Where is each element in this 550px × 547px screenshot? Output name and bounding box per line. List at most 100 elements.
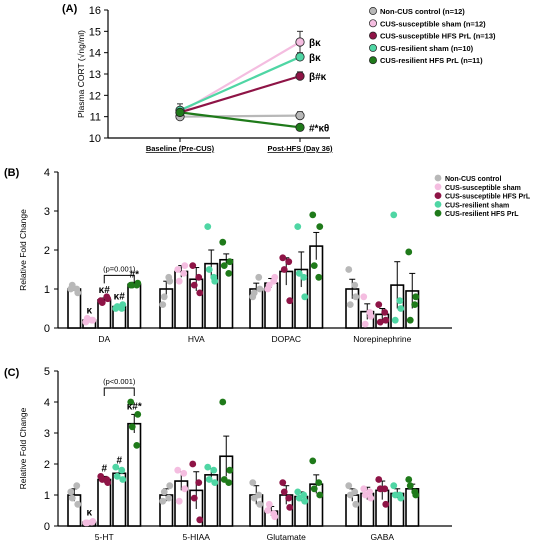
panel-c-x-tick-label: GABA <box>370 532 394 542</box>
panel-c-x-tick-label: 5-HT <box>95 532 114 542</box>
panel-c-data-point <box>316 491 324 499</box>
panel-a-y-tick-label: 12 <box>89 90 101 102</box>
panel-b-legend-entry: CUS-susceptible sham <box>445 185 521 192</box>
panel-c-data-point <box>210 466 218 474</box>
panel-b-data-point <box>279 254 287 262</box>
panel-c-data-point <box>294 488 302 496</box>
panel-b-significance-label: κ# <box>99 285 111 296</box>
panel-b-legend-entry: CUS-resilient HFS PrL <box>445 211 519 218</box>
panel-a-label: (A) <box>62 3 78 15</box>
panel-b-data-point <box>160 293 168 301</box>
panel-b-data-point <box>412 293 420 301</box>
panel-b-significance-label: κ# <box>114 292 126 303</box>
panel-a-line-chart: (A) 10 11 12 13 14 15 16 Plasma CORT (√ng/ml) Ba… <box>62 3 496 153</box>
panel-b-data-point <box>174 266 182 273</box>
panel-b-y-axis-label: Relative Fold Change <box>18 209 28 291</box>
panel-b-data-point <box>195 273 203 281</box>
panel-b-x-tick-label: HVA <box>188 334 205 344</box>
panel-b-legend-marker <box>434 192 442 200</box>
panel-c-data-point <box>127 398 135 406</box>
panel-a-x-tick-label: Baseline (Pre-CUS) <box>146 144 215 153</box>
panel-b-data-point <box>73 285 81 293</box>
panel-b-data-point <box>196 289 204 297</box>
panel-c-data-point <box>309 457 317 465</box>
panel-b-data-point <box>88 316 96 324</box>
panel-b-data-point <box>310 262 318 269</box>
panel-b-data-point <box>351 281 359 289</box>
panel-b-legend-entry: Non-CUS control <box>445 176 501 183</box>
panel-c-data-point <box>68 494 76 502</box>
panel-c-data-point <box>366 488 374 496</box>
panel-c-data-point <box>301 497 309 505</box>
panel-c-data-point <box>204 463 212 471</box>
panel-c-data-point <box>181 485 189 493</box>
panel-b-bar <box>127 283 142 329</box>
panel-a-y-tick-label: 13 <box>89 69 101 81</box>
panel-c-significance-label: κ <box>86 508 92 519</box>
panel-c-significance-label: # <box>101 463 107 474</box>
panel-c-data-point <box>165 494 173 502</box>
panel-b-data-point <box>285 258 293 266</box>
panel-c-data-point <box>180 469 188 477</box>
panel-c-data-point <box>128 423 136 431</box>
panel-b-y-tick-label: 1 <box>44 284 50 296</box>
panel-a-series-line <box>179 55 301 112</box>
panel-a-x-tick-label: Post-HFS (Day 36) <box>267 144 333 153</box>
panel-c-data-point <box>119 476 127 483</box>
panel-c-data-point <box>196 516 204 524</box>
panel-b-data-point <box>361 320 369 328</box>
panel-b-data-point <box>256 285 264 293</box>
panel-c-bar-chart: (C) 0 1 2 3 4 5 Relative Fold Change 5-HT κ # # κ#*… <box>4 366 452 542</box>
panel-b-data-point <box>180 270 188 277</box>
panel-b-data-point <box>190 281 198 289</box>
panel-c-data-point <box>133 442 141 449</box>
panel-c-data-point <box>406 482 414 490</box>
panel-c-y-tick-label: 1 <box>44 490 50 502</box>
panel-b-data-point <box>315 273 323 281</box>
panel-c-y-tick-label: 5 <box>44 366 50 378</box>
panel-c-data-point <box>375 476 383 483</box>
panel-b-data-point <box>189 262 197 269</box>
panel-a-series-line <box>179 111 301 129</box>
panel-b-data-point <box>376 318 384 326</box>
panel-a-y-tick-label: 15 <box>89 26 101 38</box>
panel-b-data-point <box>280 266 288 273</box>
panel-b-data-point <box>382 316 390 324</box>
panel-b-data-point <box>397 305 405 312</box>
panel-c-data-point <box>189 460 197 468</box>
panel-b-data-point <box>345 266 353 273</box>
panel-c-data-point <box>382 500 390 508</box>
panel-b-x-tick-label: Norepinephrine <box>353 334 411 344</box>
panel-c-data-point <box>352 500 360 508</box>
panel-c-data-point <box>226 466 234 474</box>
panel-b-data-point <box>390 211 398 219</box>
panel-b-data-point <box>118 305 126 312</box>
panel-b-legend-marker <box>434 183 442 191</box>
panel-c-x-tick-label: 5-HIAA <box>183 532 211 542</box>
panel-c-data-point <box>166 482 174 490</box>
panel-b-data-point <box>225 270 233 277</box>
panel-a-legend-marker <box>369 19 377 28</box>
panel-b-data-point <box>165 273 173 281</box>
panel-c-data-point <box>103 476 111 483</box>
panel-a-significance-label: βκ <box>309 53 321 64</box>
panel-b-legend-entry: CUS-susceptible HFS PrL <box>445 194 531 201</box>
panel-a-significance-label: #*κθ <box>309 123 329 134</box>
panel-b-data-point <box>366 309 374 316</box>
panel-b-label: (B) <box>4 167 20 179</box>
panel-b-legend-marker <box>434 201 442 208</box>
panel-a-legend-entry: CUS-susceptible sham (n=12) <box>380 19 486 28</box>
panel-b-y-tick-label: 0 <box>44 323 50 335</box>
panel-c-data-point <box>381 485 389 493</box>
panel-c-data-point <box>315 479 323 486</box>
panel-c-data-point <box>249 479 257 486</box>
panel-b-data-point <box>406 316 414 324</box>
panel-b-data-point <box>219 238 227 246</box>
panel-b-data-point <box>159 301 167 308</box>
panel-b-data-point <box>133 281 141 289</box>
panel-b-legend-marker <box>434 174 442 182</box>
panel-c-data-point <box>264 507 272 514</box>
panel-b-data-point <box>103 293 111 301</box>
